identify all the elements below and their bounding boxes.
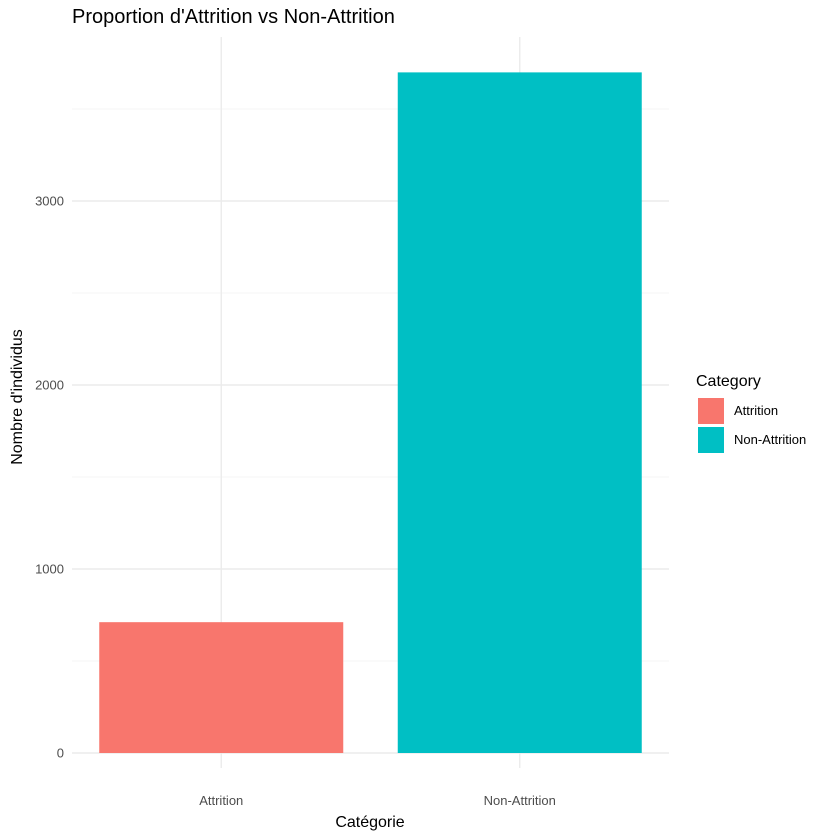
x-axis-title: Catégorie [335, 814, 404, 831]
y-tick-label: 1000 [35, 562, 64, 577]
legend-title: Category [696, 373, 761, 390]
chart-title: Proportion d'Attrition vs Non-Attrition [72, 6, 395, 28]
x-tick-label: Attrition [199, 793, 243, 808]
x-tick-label: Non-Attrition [484, 793, 556, 808]
y-tick-label: 0 [57, 746, 64, 761]
bar-attrition [99, 622, 344, 753]
y-axis-ticks: 0 1000 2000 3000 [35, 194, 64, 761]
y-tick-label: 3000 [35, 194, 64, 209]
y-axis-title: Nombre d'individus [9, 329, 26, 465]
legend: Category Attrition Non-Attrition [696, 373, 806, 453]
bar-non-attrition [397, 72, 642, 753]
legend-label: Attrition [734, 403, 778, 418]
y-tick-label: 2000 [35, 378, 64, 393]
legend-swatch [698, 398, 724, 424]
bars [99, 72, 642, 753]
x-axis-ticks: Attrition Non-Attrition [199, 793, 556, 808]
legend-label: Non-Attrition [734, 432, 806, 447]
legend-swatch [698, 427, 724, 453]
